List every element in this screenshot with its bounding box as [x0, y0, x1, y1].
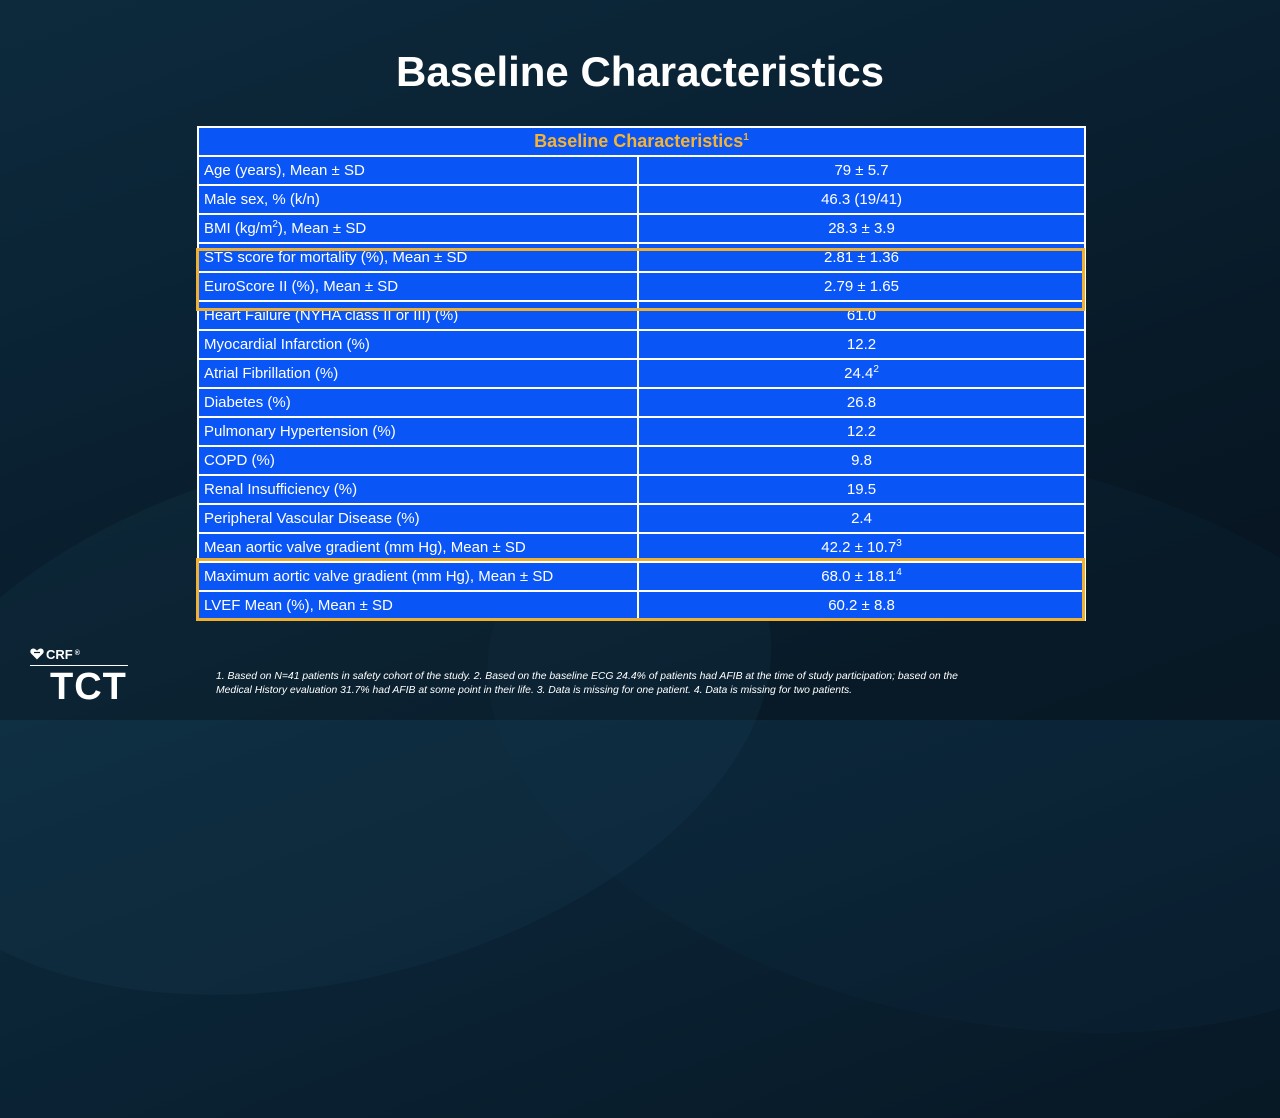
table-row: Peripheral Vascular Disease (%) 2.4 [197, 503, 1087, 534]
row-label: Heart Failure (NYHA class II or III) (%) [197, 300, 639, 331]
row-label: Myocardial Infarction (%) [197, 329, 639, 360]
table-row: EuroScore II (%), Mean ± SD 2.79 ± 1.65 [197, 271, 1087, 302]
row-label-text: BMI (kg/m [204, 220, 273, 237]
row-label: BMI (kg/m2), Mean ± SD [197, 213, 639, 244]
row-value: 19.5 [636, 474, 1087, 505]
row-value: 28.3 ± 3.9 [636, 213, 1087, 244]
crf-logo: CRF ® [30, 646, 130, 662]
row-value: 68.0 ± 18.14 [636, 561, 1087, 592]
row-label: Mean aortic valve gradient (mm Hg), Mean… [197, 532, 639, 563]
row-value-text: 2.79 ± 1.65 [824, 278, 899, 295]
table-row: Maximum aortic valve gradient (mm Hg), M… [197, 561, 1087, 592]
row-value-text: 60.2 ± 8.8 [828, 597, 895, 614]
row-value: 9.8 [636, 445, 1087, 476]
table-row: Renal Insufficiency (%) 19.5 [197, 474, 1087, 505]
row-value-text: 61.0 [846, 307, 877, 324]
table-header-superscript: 1 [743, 132, 749, 143]
heart-icon [30, 648, 44, 660]
row-label-text: Atrial Fibrillation (%) [204, 365, 339, 382]
row-value-text: 79 ± 5.7 [834, 162, 889, 179]
baseline-table-container: Baseline Characteristics1 Age (years), M… [196, 126, 1087, 621]
row-label-text: Mean aortic valve gradient (mm Hg), Mean… [204, 539, 526, 556]
row-label-superscript: 2 [272, 219, 278, 230]
table-row: Mean aortic valve gradient (mm Hg), Mean… [197, 532, 1087, 563]
row-value-text: 2.81 ± 1.36 [824, 249, 899, 266]
row-label: COPD (%) [197, 445, 639, 476]
tct-logo-text: TCT [50, 666, 127, 708]
row-value: 2.81 ± 1.36 [636, 242, 1087, 273]
row-value-text: 28.3 ± 3.9 [828, 220, 895, 237]
row-value-text: 12.2 [846, 423, 877, 440]
row-value-superscript: 4 [896, 567, 902, 578]
row-label: Pulmonary Hypertension (%) [197, 416, 639, 447]
table-row: Age (years), Mean ± SD 79 ± 5.7 [197, 155, 1087, 186]
row-label: Maximum aortic valve gradient (mm Hg), M… [197, 561, 639, 592]
row-label: Age (years), Mean ± SD [197, 155, 639, 186]
row-label: LVEF Mean (%), Mean ± SD [197, 590, 639, 621]
row-value: 2.4 [636, 503, 1087, 534]
table-row: Myocardial Infarction (%) 12.2 [197, 329, 1087, 360]
row-label-text: Renal Insufficiency (%) [204, 481, 358, 498]
slide-title: Baseline Characteristics [396, 48, 884, 95]
tct-crf-logo: CRF ® TCT [30, 646, 130, 706]
row-label-text-suffix: ), Mean ± SD [277, 220, 367, 237]
row-label: Diabetes (%) [197, 387, 639, 418]
row-value-text: 46.3 (19/41) [821, 191, 902, 208]
row-label: Male sex, % (k/n) [197, 184, 639, 215]
table-row: Diabetes (%) 26.8 [197, 387, 1087, 418]
row-label-text: Pulmonary Hypertension (%) [204, 423, 396, 440]
row-value: 61.0 [636, 300, 1087, 331]
table-row: Atrial Fibrillation (%) 24.42 [197, 358, 1087, 389]
table-header-row: Baseline Characteristics1 [196, 126, 1087, 157]
row-label: Peripheral Vascular Disease (%) [197, 503, 639, 534]
row-value-text: 19.5 [846, 481, 877, 498]
row-value-superscript: 3 [896, 538, 902, 549]
row-value: 79 ± 5.7 [636, 155, 1087, 186]
row-label: STS score for mortality (%), Mean ± SD [197, 242, 639, 273]
row-value: 2.79 ± 1.65 [636, 271, 1087, 302]
table-row: LVEF Mean (%), Mean ± SD 60.2 ± 8.8 [197, 590, 1087, 621]
row-value: 12.2 [636, 329, 1087, 360]
row-value-text: 12.2 [846, 336, 877, 353]
row-label-text: Diabetes (%) [204, 394, 291, 411]
row-value: 42.2 ± 10.73 [636, 532, 1087, 563]
table-header-text: Baseline Characteristics [534, 131, 744, 151]
table-row: Male sex, % (k/n) 46.3 (19/41) [197, 184, 1087, 215]
row-label-text: Myocardial Infarction (%) [204, 336, 370, 353]
row-value-text: 26.8 [846, 394, 877, 411]
row-label-text: Maximum aortic valve gradient (mm Hg), M… [204, 568, 554, 585]
row-value: 46.3 (19/41) [636, 184, 1087, 215]
row-value: 60.2 ± 8.8 [636, 590, 1087, 621]
row-value: 26.8 [636, 387, 1087, 418]
row-value-text: 24.4 [844, 365, 874, 382]
row-label-text: EuroScore II (%), Mean ± SD [204, 278, 399, 295]
row-label-text: Age (years), Mean ± SD [204, 162, 365, 179]
row-value-text: 2.4 [851, 510, 872, 527]
footnote: 1. Based on N=41 patients in safety coho… [216, 671, 958, 696]
table-row: COPD (%) 9.8 [197, 445, 1087, 476]
table-row: Heart Failure (NYHA class II or III) (%)… [197, 300, 1087, 331]
baseline-table: Baseline Characteristics1 Age (years), M… [196, 126, 1087, 621]
row-value-text: 42.2 ± 10.7 [821, 539, 897, 556]
row-value: 12.2 [636, 416, 1087, 447]
row-label: Atrial Fibrillation (%) [197, 358, 639, 389]
row-label-text: LVEF Mean (%), Mean ± SD [204, 597, 393, 614]
crf-logo-text: CRF [46, 646, 73, 662]
row-label-text: Peripheral Vascular Disease (%) [204, 510, 420, 527]
row-label-text: STS score for mortality (%), Mean ± SD [204, 249, 468, 266]
table-header: Baseline Characteristics1 [196, 126, 1087, 157]
row-label: Renal Insufficiency (%) [197, 474, 639, 505]
table-row: STS score for mortality (%), Mean ± SD 2… [197, 242, 1087, 273]
logo-divider [30, 665, 128, 666]
row-label: EuroScore II (%), Mean ± SD [197, 271, 639, 302]
row-value-text: 9.8 [851, 452, 872, 469]
row-label-text: Heart Failure (NYHA class II or III) (%) [204, 307, 459, 324]
row-value: 24.42 [636, 358, 1087, 389]
row-label-text: COPD (%) [204, 452, 275, 469]
table-row: Pulmonary Hypertension (%) 12.2 [197, 416, 1087, 447]
row-label-text: Male sex, % (k/n) [204, 191, 320, 208]
table-row: BMI (kg/m2), Mean ± SD 28.3 ± 3.9 [197, 213, 1087, 244]
row-value-text: 68.0 ± 18.1 [821, 568, 897, 585]
row-value-superscript: 2 [873, 364, 879, 375]
